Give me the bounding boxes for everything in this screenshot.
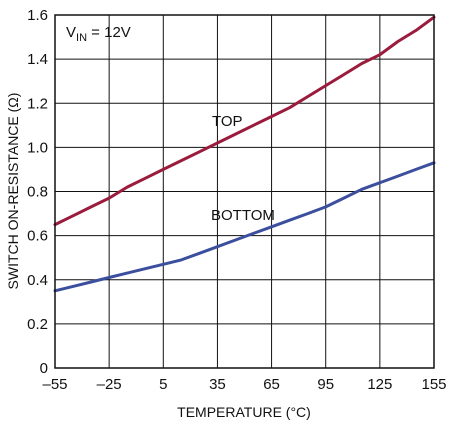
plot-frame (54, 14, 435, 369)
y-tick-label: 1.2 (27, 95, 48, 112)
y-tick-label: 1.6 (27, 7, 48, 24)
y-tick-label: 0.4 (27, 272, 48, 289)
y-tick-label: 0.8 (27, 184, 48, 201)
series-label-bottom: BOTTOM (211, 207, 275, 224)
y-tick-label: 0.2 (27, 316, 48, 333)
x-tick-label: 95 (317, 376, 334, 393)
y-axis-ticks: 0 0.2 0.4 0.6 0.8 1.0 1.2 1.4 1.6 (27, 7, 48, 377)
series-layer (53, 15, 436, 293)
grid (54, 14, 435, 369)
y-axis-label: SWITCH ON-RESISTANCE (Ω) (5, 93, 21, 290)
y-tick-label: 1.0 (27, 139, 48, 156)
vin-annotation-sub: IN (76, 32, 87, 44)
series-line-top (53, 15, 436, 227)
y-tick-label: 1.4 (27, 51, 48, 68)
x-tick-label: 5 (159, 376, 167, 393)
x-tick-label: 125 (367, 376, 392, 393)
x-axis-label: TEMPERATURE (°C) (177, 404, 311, 420)
x-axis-ticks: –55 –25 5 35 65 95 125 155 (42, 376, 446, 393)
y-tick-label: 0.6 (27, 228, 48, 245)
vin-annotation: VIN = 12V (66, 24, 131, 44)
x-tick-label: 155 (421, 376, 446, 393)
series-label-top: TOP (212, 113, 243, 130)
series-line-bottom (53, 161, 436, 293)
x-tick-label: –55 (42, 376, 67, 393)
x-tick-label: 65 (263, 376, 280, 393)
x-tick-label: 35 (209, 376, 226, 393)
y-tick-label: 0 (40, 360, 48, 377)
x-tick-label: –25 (97, 376, 122, 393)
vin-annotation-main: V (66, 24, 76, 41)
vin-annotation-rest: = 12V (87, 24, 131, 41)
